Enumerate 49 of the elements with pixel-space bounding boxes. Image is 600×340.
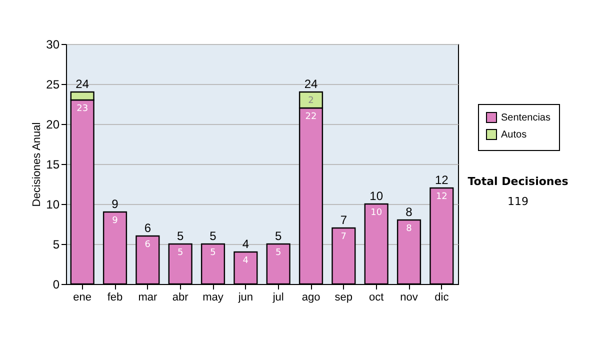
total-label: 8 [406, 205, 413, 219]
total-label: 6 [144, 221, 152, 235]
data-label: 22 [305, 112, 317, 122]
total-label: 5 [274, 229, 282, 243]
total-label: 12 [434, 173, 449, 187]
y-tick-label: 25 [46, 78, 60, 92]
total-label: 24 [76, 77, 90, 91]
y-tick-label: 20 [46, 118, 60, 132]
total-label: 5 [176, 229, 184, 243]
data-label: 10 [370, 208, 382, 218]
legend-label: Sentencias [501, 112, 550, 124]
data-label: 7 [340, 232, 347, 242]
text: Total Decisiones [468, 175, 569, 188]
y-tick-label: 5 [52, 238, 60, 252]
x-tick-label: ago [302, 292, 320, 304]
x-tick-label: jun [237, 292, 254, 304]
x-tick-label: feb [107, 292, 123, 304]
text: 119 [508, 195, 528, 208]
data-label: 5 [275, 248, 282, 258]
x-tick-label: sep [334, 292, 353, 304]
total-label: 9 [112, 197, 119, 211]
legend-label: Autos [501, 130, 527, 140]
data-label: 5 [177, 248, 184, 258]
total-label: 4 [242, 237, 250, 251]
x-tick-label: abr [172, 292, 189, 304]
total-label: 10 [370, 189, 384, 203]
x-tick-label: may [202, 292, 224, 304]
data-label: 5 [210, 248, 216, 258]
data-label: 2 [308, 96, 314, 106]
data-label: 6 [144, 240, 151, 250]
x-tick-label: dic [434, 292, 450, 304]
x-tick-label: oct [368, 292, 384, 304]
total-label: 7 [340, 213, 348, 227]
x-tick-label: nov [400, 292, 418, 304]
data-label: 8 [406, 224, 412, 234]
x-tick-label: mar [138, 292, 158, 304]
x-tick-label: jul [272, 292, 284, 304]
y-tick-label: 0 [52, 278, 60, 292]
data-label: 12 [436, 192, 448, 202]
x-tick-label: ene [73, 292, 92, 304]
y-axis-title: Decisiones Anual [31, 122, 44, 207]
data-label: 9 [112, 216, 118, 226]
data-label: 23 [76, 104, 88, 114]
y-tick-label: 10 [46, 198, 60, 212]
total-label: 5 [210, 229, 217, 243]
data-label: 4 [242, 256, 249, 266]
y-tick-label: 15 [46, 158, 60, 172]
y-tick-label: 30 [46, 38, 60, 52]
total-label: 24 [304, 77, 318, 91]
